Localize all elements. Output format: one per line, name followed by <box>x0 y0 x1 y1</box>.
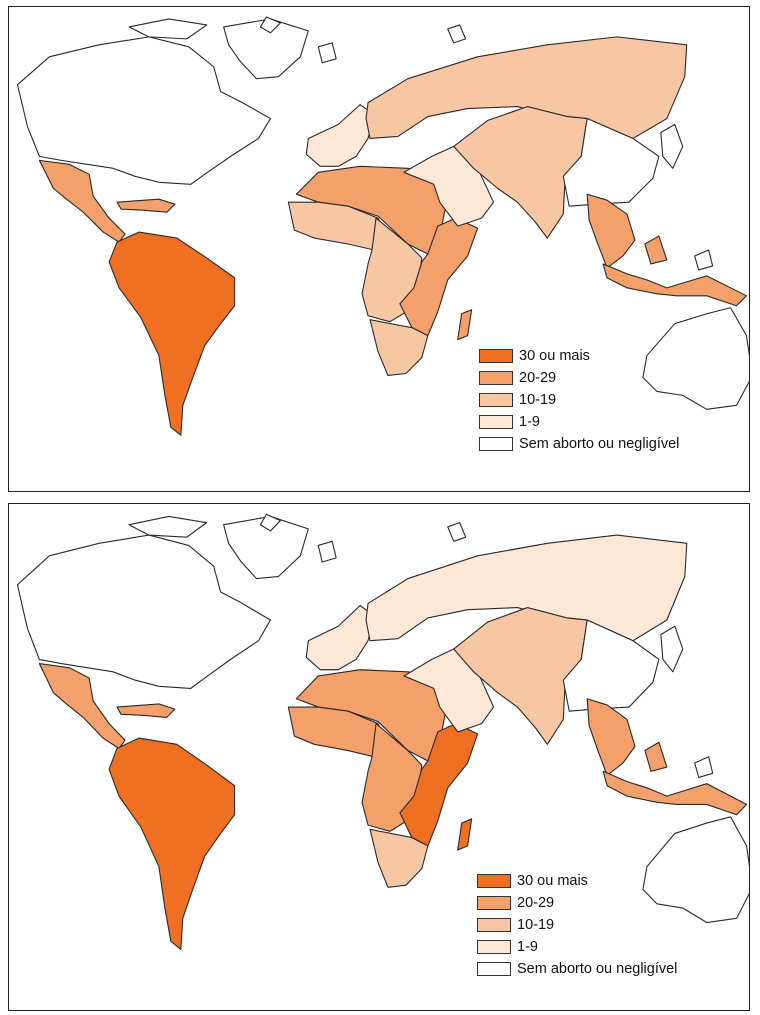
legend-label: 1-9 <box>519 414 540 430</box>
legend-item: 30 ou mais <box>479 345 679 367</box>
region-southern-africa <box>369 828 429 888</box>
region-southeast-asia <box>586 193 636 269</box>
arctic-archipelago-shape <box>128 18 208 40</box>
region-north-america <box>16 36 271 185</box>
legend-item: Sem aborto ou negligível <box>479 433 679 455</box>
legend-item: 20-29 <box>479 367 679 389</box>
region-central-america <box>38 159 126 243</box>
region-caribbean <box>116 198 176 213</box>
region-southern-africa <box>369 319 429 377</box>
map-legend: 30 ou mais 20-29 10-19 1-9 Sem aborto ou neg… <box>477 870 677 980</box>
region-greenland <box>223 18 309 80</box>
legend-swatch <box>479 393 513 407</box>
region-japan <box>660 123 684 169</box>
region-japan <box>660 625 684 673</box>
region-central-south-asia <box>453 106 588 239</box>
arctic-island-shape <box>447 24 467 44</box>
region-indonesia <box>602 741 748 816</box>
region-north-america <box>16 534 271 689</box>
region-madagascar <box>457 309 473 341</box>
legend-label: 20-29 <box>519 370 557 386</box>
region-europe-west <box>305 604 375 671</box>
region-south-america <box>108 231 236 436</box>
legend-label: Sem aborto ou negligível <box>519 436 680 452</box>
legend-swatch <box>479 437 513 451</box>
region-caribbean <box>116 703 176 718</box>
legend-swatch <box>477 918 511 932</box>
pacific-island-shape <box>694 756 714 779</box>
arctic-archipelago-shape <box>128 515 208 538</box>
legend-swatch <box>477 962 511 976</box>
legend-swatch <box>479 415 513 429</box>
legend-item: 10-19 <box>477 914 677 936</box>
map-land-group <box>16 513 749 951</box>
legend-label: 20-29 <box>517 895 555 911</box>
legend-item: 30 ou mais <box>477 870 677 892</box>
region-central-america <box>38 662 126 750</box>
legend-item: Sem aborto ou negligível <box>477 958 677 980</box>
region-southeast-asia <box>586 698 636 776</box>
region-madagascar <box>457 818 473 851</box>
legend-item: 1-9 <box>477 936 677 958</box>
map-panel-bottom: 30 ou mais 20-29 10-19 1-9 Sem aborto ou neg… <box>8 503 750 1011</box>
world-map-top <box>16 16 749 436</box>
legend-label: Sem aborto ou negligível <box>517 961 678 977</box>
legend-item: 10-19 <box>479 389 679 411</box>
legend-label: 10-19 <box>519 392 557 408</box>
legend-item: 20-29 <box>477 892 677 914</box>
legend-item: 1-9 <box>479 411 679 433</box>
world-map-bottom <box>16 513 749 951</box>
arctic-island-shape <box>317 540 337 563</box>
region-central-south-asia <box>453 607 588 745</box>
map-panel-top: 30 ou mais 20-29 10-19 1-9 Sem aborto ou neg… <box>8 6 750 492</box>
legend-label: 1-9 <box>517 939 538 955</box>
region-europe-west <box>305 104 375 167</box>
arctic-island-shape <box>259 513 281 532</box>
region-australia <box>642 816 749 924</box>
arctic-island-shape <box>317 42 337 64</box>
region-south-america <box>108 737 236 951</box>
arctic-island-shape <box>447 522 467 542</box>
map-legend: 30 ou mais 20-29 10-19 1-9 Sem aborto ou neg… <box>479 345 679 455</box>
arctic-island-shape <box>259 16 281 34</box>
legend-swatch <box>477 874 511 888</box>
legend-label: 30 ou mais <box>517 873 588 889</box>
legend-label: 30 ou mais <box>519 348 590 364</box>
region-australia <box>642 307 749 410</box>
legend-label: 10-19 <box>517 917 555 933</box>
map-land-group <box>16 16 749 436</box>
legend-swatch <box>479 349 513 363</box>
region-indonesia <box>602 235 748 307</box>
legend-swatch <box>479 371 513 385</box>
region-greenland <box>223 515 309 580</box>
pacific-island-shape <box>694 249 714 271</box>
legend-swatch <box>477 896 511 910</box>
legend-swatch <box>477 940 511 954</box>
